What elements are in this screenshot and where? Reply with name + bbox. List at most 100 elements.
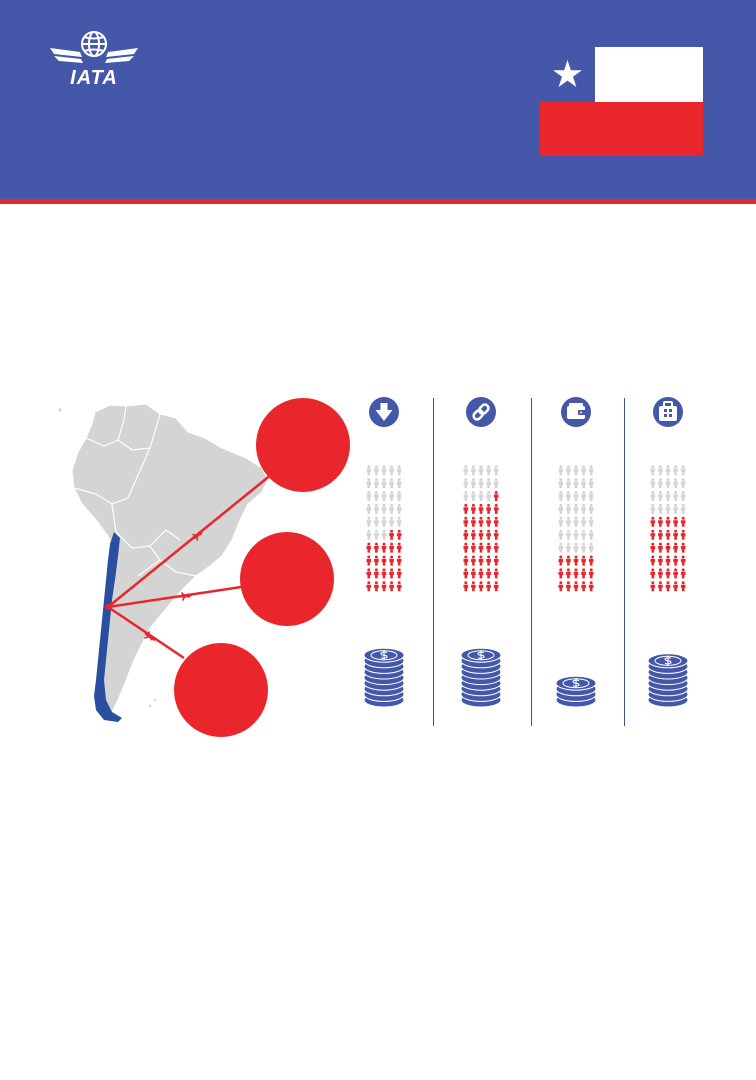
person-icon-highlighted — [680, 516, 686, 527]
chain-link-icon — [466, 397, 496, 427]
person-icon — [588, 516, 594, 527]
person-icon-highlighted — [486, 503, 491, 514]
person-icon-highlighted — [374, 568, 379, 579]
person-icon-highlighted — [658, 542, 663, 553]
person-icon — [566, 465, 571, 476]
person-icon — [396, 465, 402, 476]
person-icon-highlighted — [486, 529, 491, 540]
people-grid — [463, 465, 499, 592]
person-icon-highlighted — [558, 568, 564, 579]
person-icon — [581, 465, 586, 476]
person-icon-highlighted — [374, 555, 379, 566]
person-icon — [573, 491, 579, 501]
person-icon-highlighted — [493, 529, 499, 540]
person-icon — [566, 478, 571, 489]
person-icon — [673, 478, 678, 489]
person-icon-highlighted — [478, 503, 484, 514]
person-icon — [650, 478, 656, 489]
person-icon — [374, 516, 379, 527]
person-icon — [680, 491, 686, 501]
person-icon-highlighted — [658, 516, 663, 527]
dollar-icon — [477, 650, 485, 661]
person-icon — [673, 491, 678, 501]
person-icon — [381, 503, 387, 514]
person-icon-highlighted — [471, 542, 476, 553]
person-icon — [471, 478, 476, 489]
person-icon-highlighted — [478, 516, 484, 527]
person-icon — [374, 529, 379, 540]
chile-flag — [540, 47, 703, 156]
person-icon-highlighted — [381, 555, 387, 566]
person-icon-highlighted — [566, 555, 571, 566]
person-icon-highlighted — [396, 555, 402, 566]
south-america-map — [58, 403, 269, 722]
person-icon — [566, 529, 571, 540]
people-grids — [366, 465, 686, 592]
person-icon-highlighted — [366, 555, 372, 566]
person-icon — [573, 478, 579, 489]
person-icon-highlighted — [389, 581, 394, 592]
person-icon — [478, 491, 484, 501]
iata-logo: IATA — [50, 31, 138, 88]
person-icon — [581, 491, 586, 501]
person-icon — [650, 503, 656, 514]
person-icon-highlighted — [471, 555, 476, 566]
person-icon — [588, 529, 594, 540]
person-icon — [396, 478, 402, 489]
person-icon — [463, 491, 469, 501]
person-icon-highlighted — [389, 568, 394, 579]
routes — [105, 398, 350, 737]
person-icon-highlighted — [665, 542, 671, 553]
person-icon — [374, 478, 379, 489]
person-icon — [665, 491, 671, 501]
column-divider — [433, 398, 434, 726]
person-icon — [588, 465, 594, 476]
people-grid — [366, 465, 402, 592]
person-icon-highlighted — [389, 529, 394, 540]
person-icon-highlighted — [680, 529, 686, 540]
person-icon-highlighted — [396, 568, 402, 579]
person-icon — [581, 542, 586, 553]
person-icon-highlighted — [396, 542, 402, 553]
person-icon — [658, 491, 663, 501]
person-icon — [381, 465, 387, 476]
person-icon — [366, 516, 372, 527]
person-icon — [680, 503, 686, 514]
person-icon — [381, 516, 387, 527]
dollar-icon — [664, 655, 672, 666]
person-icon — [581, 478, 586, 489]
people-grid — [558, 465, 594, 592]
person-icon-highlighted — [658, 555, 663, 566]
coin-stack — [363, 647, 405, 708]
person-icon-highlighted — [493, 491, 499, 501]
chile-highlight — [94, 532, 122, 722]
person-icon — [588, 478, 594, 489]
person-icon — [471, 491, 476, 501]
person-icon-highlighted — [665, 555, 671, 566]
person-icon — [566, 503, 571, 514]
person-icon — [366, 478, 372, 489]
person-icon-highlighted — [650, 529, 656, 540]
person-icon-highlighted — [366, 568, 372, 579]
person-icon-highlighted — [573, 581, 579, 592]
person-icon — [581, 503, 586, 514]
person-icon-highlighted — [665, 581, 671, 592]
person-icon — [366, 491, 372, 501]
small-islands — [58, 408, 157, 708]
dollar-icon — [380, 650, 388, 661]
person-icon — [463, 465, 469, 476]
person-icon-highlighted — [573, 568, 579, 579]
person-icon-highlighted — [658, 529, 663, 540]
person-icon-highlighted — [463, 542, 469, 553]
person-icon-highlighted — [471, 503, 476, 514]
person-icon-highlighted — [673, 529, 678, 540]
person-icon-highlighted — [650, 516, 656, 527]
globe-icon — [81, 31, 107, 57]
person-icon-highlighted — [558, 581, 564, 592]
person-icon — [396, 491, 402, 501]
person-icon — [665, 465, 671, 476]
person-icon-highlighted — [493, 516, 499, 527]
person-icon-highlighted — [493, 542, 499, 553]
person-icon-highlighted — [493, 568, 499, 579]
